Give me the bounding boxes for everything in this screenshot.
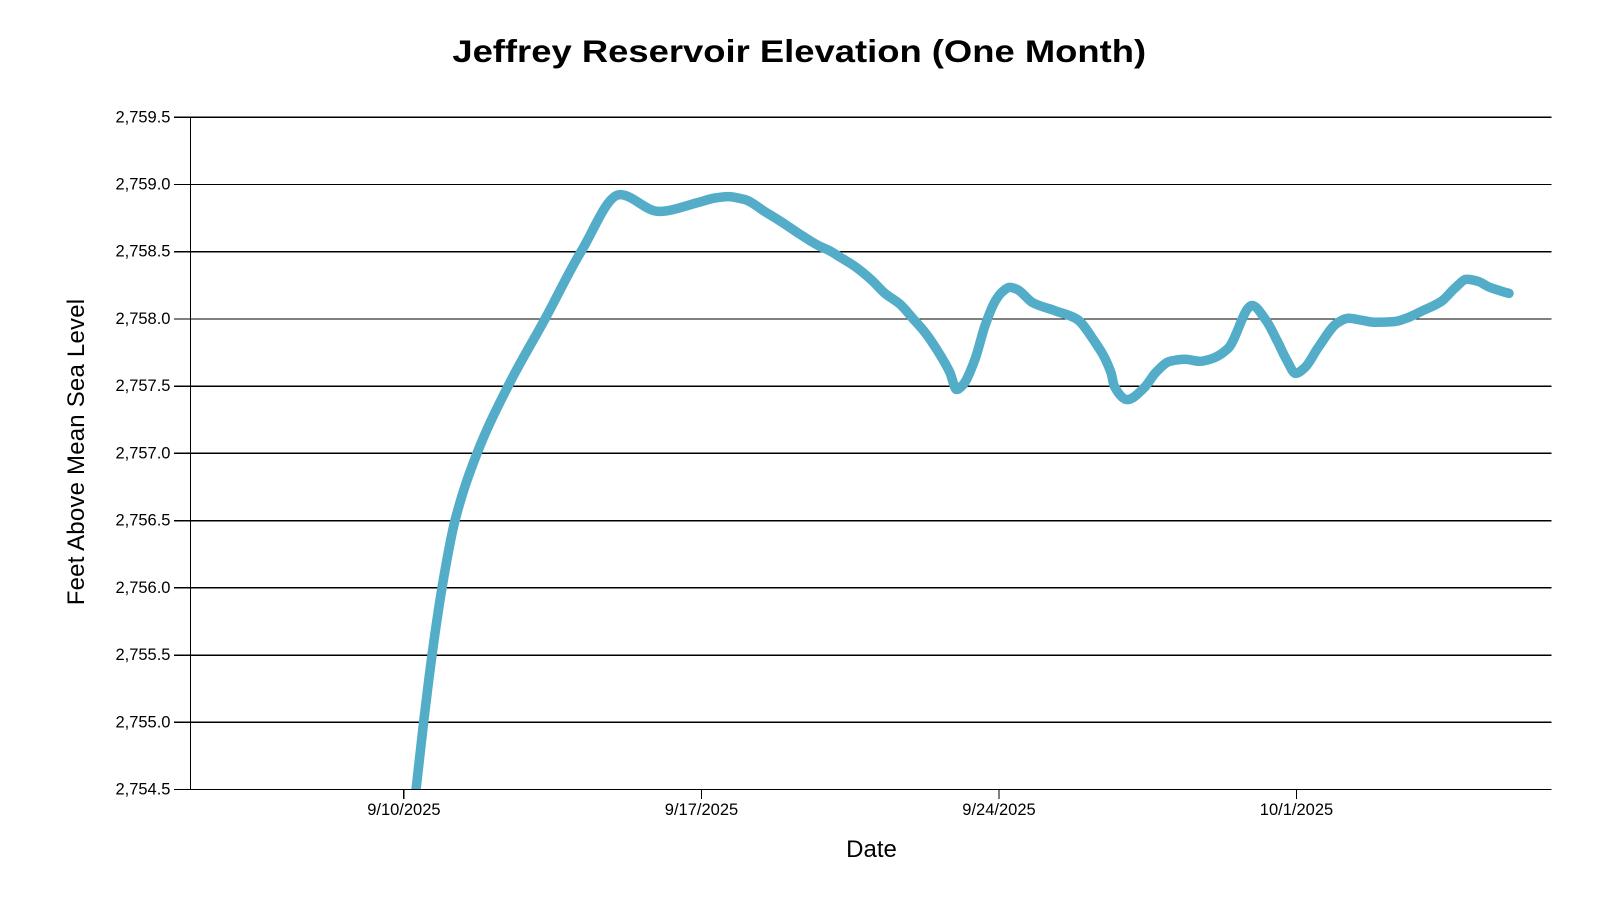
svg-text:2,755.0: 2,755.0 [115,713,170,731]
svg-text:9/17/2025: 9/17/2025 [665,801,738,819]
svg-text:2,754.5: 2,754.5 [115,781,170,799]
svg-text:Feet Above Mean Sea Level: Feet Above Mean Sea Level [63,299,90,606]
svg-text:2,759.5: 2,759.5 [115,108,170,126]
svg-text:9/24/2025: 9/24/2025 [962,801,1035,819]
svg-text:2,756.5: 2,756.5 [115,512,170,530]
svg-text:Date: Date [846,836,897,863]
svg-text:2,756.0: 2,756.0 [115,579,170,597]
svg-text:2,757.0: 2,757.0 [115,444,170,462]
svg-text:9/10/2025: 9/10/2025 [367,801,440,819]
svg-text:Jeffrey Reservoir Elevation (O: Jeffrey Reservoir Elevation (One Month) [452,34,1146,69]
svg-text:2,758.0: 2,758.0 [115,310,170,328]
svg-text:2,755.5: 2,755.5 [115,646,170,664]
svg-text:2,757.5: 2,757.5 [115,377,170,395]
svg-text:2,758.5: 2,758.5 [115,243,170,261]
svg-text:10/1/2025: 10/1/2025 [1260,801,1333,819]
svg-text:2,759.0: 2,759.0 [115,176,170,194]
